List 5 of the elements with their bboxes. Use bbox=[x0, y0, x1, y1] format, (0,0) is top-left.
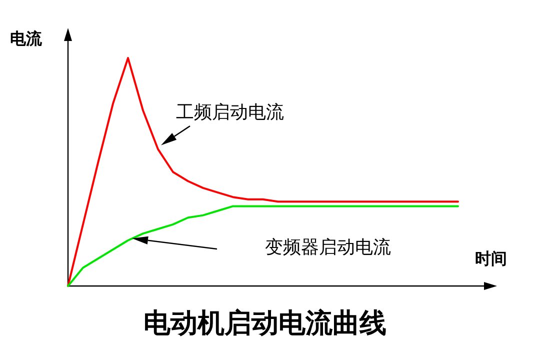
series-label: 变频器启动电流 bbox=[265, 237, 391, 258]
series-label: 工频启动电流 bbox=[176, 102, 284, 123]
y-axis-title: 电流 bbox=[10, 29, 43, 48]
x-axis-title: 时间 bbox=[475, 249, 507, 268]
text: 电动机启动电流曲线 bbox=[144, 308, 386, 339]
